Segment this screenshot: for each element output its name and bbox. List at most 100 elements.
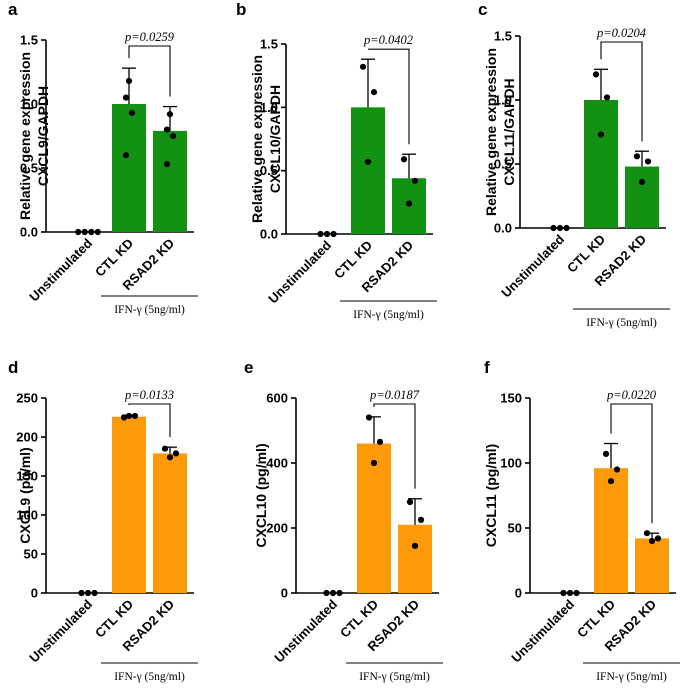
- y-tick-label: 150: [16, 469, 38, 484]
- panel-letter: e: [244, 358, 253, 377]
- y-tick-label: 1.5: [260, 37, 278, 52]
- y-tick-label: 150: [500, 391, 522, 406]
- data-point: [359, 63, 367, 70]
- data-point: [163, 126, 171, 133]
- panel-letter: d: [8, 358, 18, 377]
- p-value: p=0.0204: [596, 26, 646, 40]
- bar-ctl-kd: [357, 443, 391, 593]
- y-tick-label: 1.5: [20, 33, 38, 48]
- panel-letter: c: [478, 0, 487, 19]
- data-point: [370, 89, 378, 96]
- data-point: [125, 412, 133, 420]
- bar-rsad2-kd: [398, 524, 432, 593]
- data-point: [161, 445, 169, 452]
- data-point: [370, 459, 378, 467]
- p-value: p=0.0220: [606, 388, 657, 402]
- y-axis-label: CXCL9 (pg/ml): [17, 447, 33, 543]
- y-axis-label: CXCL11 (pg/ml): [483, 444, 499, 547]
- data-point: [654, 535, 662, 542]
- p-value: p=0.0133: [124, 388, 174, 402]
- data-point: [648, 537, 656, 545]
- panel-c: c Relative gene expression CXCL11/GAPDH 0.0…: [478, 0, 670, 329]
- x-tick-label: Unstimulated: [271, 596, 340, 665]
- y-axis-label: CXCL10/GAPDH: [267, 85, 283, 193]
- data-point: [633, 153, 641, 160]
- treatment-label: IFN-γ (5ng/ml): [596, 671, 667, 683]
- data-point: [603, 94, 611, 101]
- data-point: [91, 589, 98, 597]
- y-tick-label: 1.5: [494, 29, 512, 44]
- panel-a: a Relative gene expression CXCL9/GAPDH 0.0 0…: [8, 0, 198, 316]
- data-point: [560, 589, 567, 597]
- y-tick-label: 0.5: [494, 157, 512, 172]
- data-point: [563, 224, 570, 232]
- x-tick-label: Unstimulated: [498, 231, 567, 300]
- data-point: [128, 109, 136, 117]
- y-tick-label: 600: [266, 391, 288, 406]
- y-axis-label: CXCL11/GAPDH: [501, 78, 517, 185]
- panel-letter: f: [484, 358, 490, 377]
- y-tick-label: 0.0: [260, 227, 278, 242]
- data-point: [94, 228, 101, 236]
- data-point: [122, 94, 130, 101]
- y-tick-label: 50: [508, 521, 522, 536]
- data-point: [317, 230, 324, 238]
- panel-d: d CXCL9 (pg/ml) 0 50 100 150 200 250 Unstimulate…: [8, 358, 198, 683]
- significance-bracket: [600, 41, 643, 142]
- data-point: [84, 589, 92, 597]
- data-point: [556, 224, 564, 232]
- data-point: [411, 177, 419, 184]
- data-point: [566, 589, 574, 597]
- y-tick-label: 0.5: [260, 163, 278, 178]
- y-tick-label: 0: [515, 586, 522, 601]
- data-point: [613, 466, 621, 473]
- bar-rsad2-kd: [635, 538, 669, 593]
- data-point: [131, 412, 139, 420]
- y-tick-label: 250: [16, 391, 38, 406]
- y-axis-label: CXCL10 (pg/ml): [253, 443, 269, 547]
- p-value: p=0.0187: [369, 388, 420, 402]
- data-point: [329, 589, 337, 597]
- y-tick-label: 1.0: [260, 100, 278, 115]
- bar-ctl-kd: [112, 104, 146, 232]
- y-tick-label: 1.0: [20, 97, 38, 112]
- y-tick-label: 0: [281, 586, 288, 601]
- data-point: [592, 71, 600, 78]
- data-point: [400, 156, 408, 163]
- y-tick-label: 0.0: [494, 221, 512, 236]
- data-point: [376, 438, 384, 445]
- bar-rsad2-kd: [153, 130, 187, 232]
- data-point: [330, 230, 337, 238]
- y-axis-label: Relative gene expression: [249, 55, 265, 223]
- y-tick-label: 1.0: [494, 93, 512, 108]
- data-point: [597, 131, 605, 138]
- panel-letter: b: [236, 0, 246, 19]
- data-point: [166, 454, 174, 461]
- data-point: [88, 228, 95, 236]
- significance-bracket: [368, 48, 410, 145]
- data-point: [166, 111, 174, 118]
- y-tick-label: 200: [16, 430, 38, 445]
- y-tick-label: 100: [500, 456, 522, 471]
- p-value: p=0.0259: [124, 30, 175, 44]
- panel-b: b Relative gene expression CXCL10/GAPDH 0.0…: [236, 0, 437, 321]
- data-point: [417, 516, 425, 523]
- data-point: [122, 152, 130, 159]
- data-point: [643, 530, 651, 537]
- bar-rsad2-kd: [153, 453, 187, 593]
- treatment-label: IFN-γ (5ng/ml): [114, 304, 185, 316]
- data-point: [163, 161, 171, 168]
- data-point: [550, 224, 557, 232]
- data-point: [644, 158, 652, 165]
- data-point: [365, 414, 373, 421]
- y-tick-label: 400: [266, 456, 288, 471]
- x-tick-label: Unstimulated: [265, 237, 334, 306]
- data-point: [81, 228, 88, 236]
- data-point: [323, 230, 331, 238]
- treatment-label: IFN-γ (5ng/ml): [114, 671, 185, 683]
- data-point: [607, 478, 615, 485]
- bar-ctl-kd: [351, 107, 385, 234]
